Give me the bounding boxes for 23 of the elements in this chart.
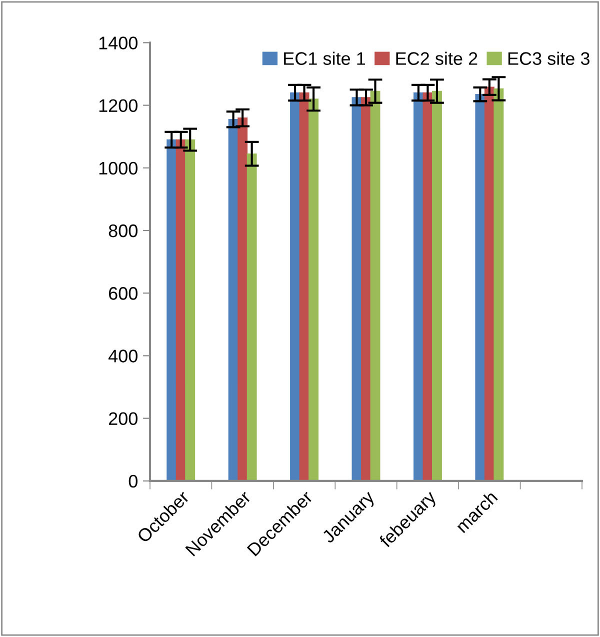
y-tick-label: 1400 [99, 36, 138, 50]
bar [185, 139, 196, 481]
y-tick-label: 200 [108, 412, 138, 426]
bar [166, 139, 177, 481]
legend-label: EC3 site 3 [508, 52, 590, 65]
bar [494, 88, 504, 481]
bar [246, 153, 257, 481]
y-tick-label: 800 [108, 224, 138, 238]
y-tick-label: 0 [128, 474, 138, 488]
bar [238, 117, 248, 481]
bar [308, 98, 319, 481]
y-tick-label: 600 [108, 287, 138, 300]
bar [290, 92, 300, 481]
bar [432, 90, 442, 481]
y-tick-label: 400 [108, 350, 138, 362]
legend-label: EC1 site 1 [284, 52, 366, 65]
bar [370, 90, 380, 481]
y-tick-label: 1000 [99, 162, 138, 175]
bar [361, 97, 371, 481]
bar [422, 92, 433, 481]
y-tick-label: 1200 [99, 99, 138, 112]
legend-label: EC2 site 2 [396, 52, 478, 65]
bar [475, 94, 486, 481]
